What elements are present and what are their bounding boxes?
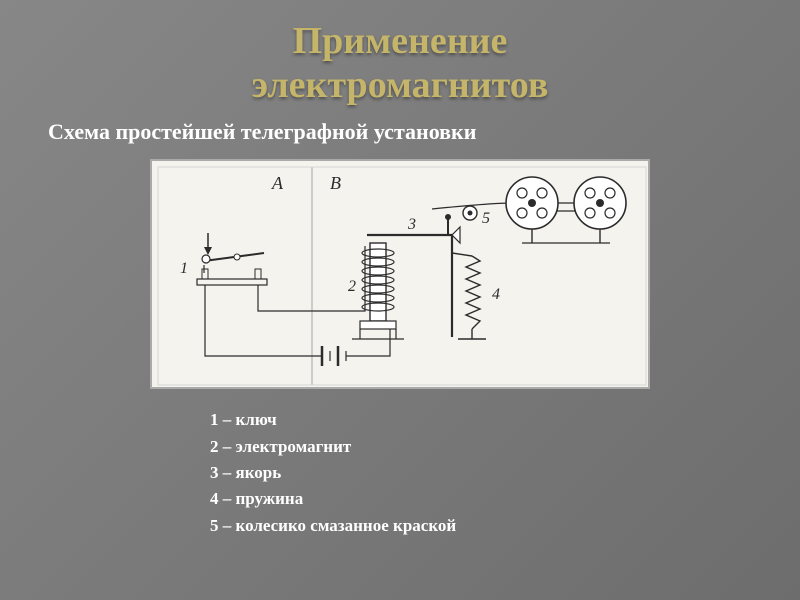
legend-item-1: 1 – ключ [210,407,760,433]
slide-subtitle: Схема простейшей телеграфной установки [48,119,760,145]
label-A: A [271,173,284,193]
legend-text: колесико смазанное краской [236,516,457,535]
legend-item-4: 4 – пружина [210,486,760,512]
reel-left [506,177,558,229]
telegraph-diagram: A B 1 [150,159,650,389]
legend-text: электромагнит [236,437,352,456]
diagram-svg: A B 1 [152,161,652,391]
diagram-label-2: 2 [348,278,356,295]
diagram-label-1: 1 [180,260,188,277]
slide-title: Применение электромагнитов [40,20,760,107]
legend: 1 – ключ 2 – электромагнит 3 – якорь 4 –… [210,407,760,539]
legend-item-2: 2 – электромагнит [210,434,760,460]
legend-text: ключ [236,410,277,429]
diagram-label-3: 3 [407,216,416,233]
legend-num: 1 [210,410,219,429]
legend-num: 5 [210,516,219,535]
legend-num: 4 [210,489,219,508]
title-line-1: Применение [293,20,508,62]
reel-right [574,177,626,229]
slide: Применение электромагнитов Схема простей… [0,0,800,600]
legend-item-5: 5 – колесико смазанное краской [210,513,760,539]
legend-num: 2 [210,437,219,456]
legend-num: 3 [210,463,219,482]
diagram-label-5: 5 [482,210,490,227]
legend-item-3: 3 – якорь [210,460,760,486]
title-line-2: электромагнитов [252,64,549,106]
diagram-container: A B 1 [40,159,760,389]
legend-text: якорь [236,463,282,482]
label-B: B [330,173,341,193]
legend-text: пружина [236,489,304,508]
diagram-label-4: 4 [492,286,500,303]
